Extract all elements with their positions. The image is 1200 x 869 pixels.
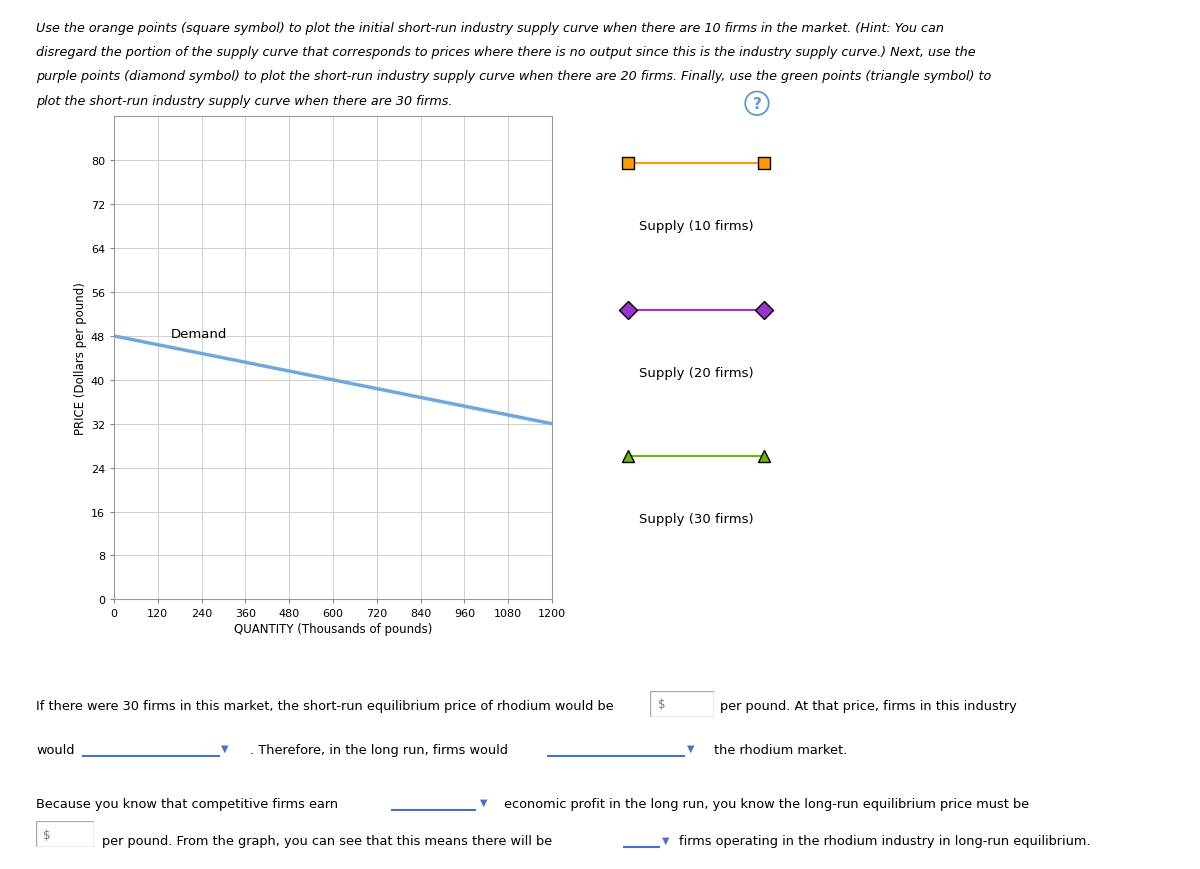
Text: disregard the portion of the supply curve that corresponds to prices where there: disregard the portion of the supply curv…: [36, 46, 976, 59]
Text: ▼: ▼: [221, 743, 229, 753]
Text: . Therefore, in the long run, firms would: . Therefore, in the long run, firms woul…: [250, 743, 508, 756]
Text: would: would: [36, 743, 74, 756]
Text: plot the short-run industry supply curve when there are 30 firms.: plot the short-run industry supply curve…: [36, 95, 452, 108]
Text: economic profit in the long run, you know the long-run equilibrium price must be: economic profit in the long run, you kno…: [504, 797, 1030, 810]
Text: $: $: [43, 828, 50, 840]
Text: Use the orange points (square symbol) to plot the initial short-run industry sup: Use the orange points (square symbol) to…: [36, 22, 944, 35]
Text: Because you know that competitive firms earn: Because you know that competitive firms …: [36, 797, 338, 810]
Text: Supply (20 firms): Supply (20 firms): [638, 366, 754, 379]
Text: ▼: ▼: [686, 743, 695, 753]
Text: Demand: Demand: [170, 328, 227, 341]
Text: per pound. At that price, firms in this industry: per pound. At that price, firms in this …: [720, 700, 1016, 713]
Y-axis label: PRICE (Dollars per pound): PRICE (Dollars per pound): [73, 282, 86, 434]
Text: purple points (diamond symbol) to plot the short-run industry supply curve when : purple points (diamond symbol) to plot t…: [36, 70, 991, 83]
Text: Supply (30 firms): Supply (30 firms): [638, 512, 754, 525]
Text: ▼: ▼: [480, 797, 487, 807]
Text: If there were 30 firms in this market, the short-run equilibrium price of rhodiu: If there were 30 firms in this market, t…: [36, 700, 613, 713]
Text: Supply (10 firms): Supply (10 firms): [638, 220, 754, 233]
X-axis label: QUANTITY (Thousands of pounds): QUANTITY (Thousands of pounds): [234, 623, 432, 636]
Text: per pound. From the graph, you can see that this means there will be: per pound. From the graph, you can see t…: [102, 834, 552, 847]
Text: firms operating in the rhodium industry in long-run equilibrium.: firms operating in the rhodium industry …: [679, 834, 1091, 847]
Text: ▼: ▼: [662, 834, 670, 845]
Text: $: $: [658, 698, 666, 710]
Text: the rhodium market.: the rhodium market.: [714, 743, 847, 756]
Text: ?: ?: [752, 96, 762, 111]
